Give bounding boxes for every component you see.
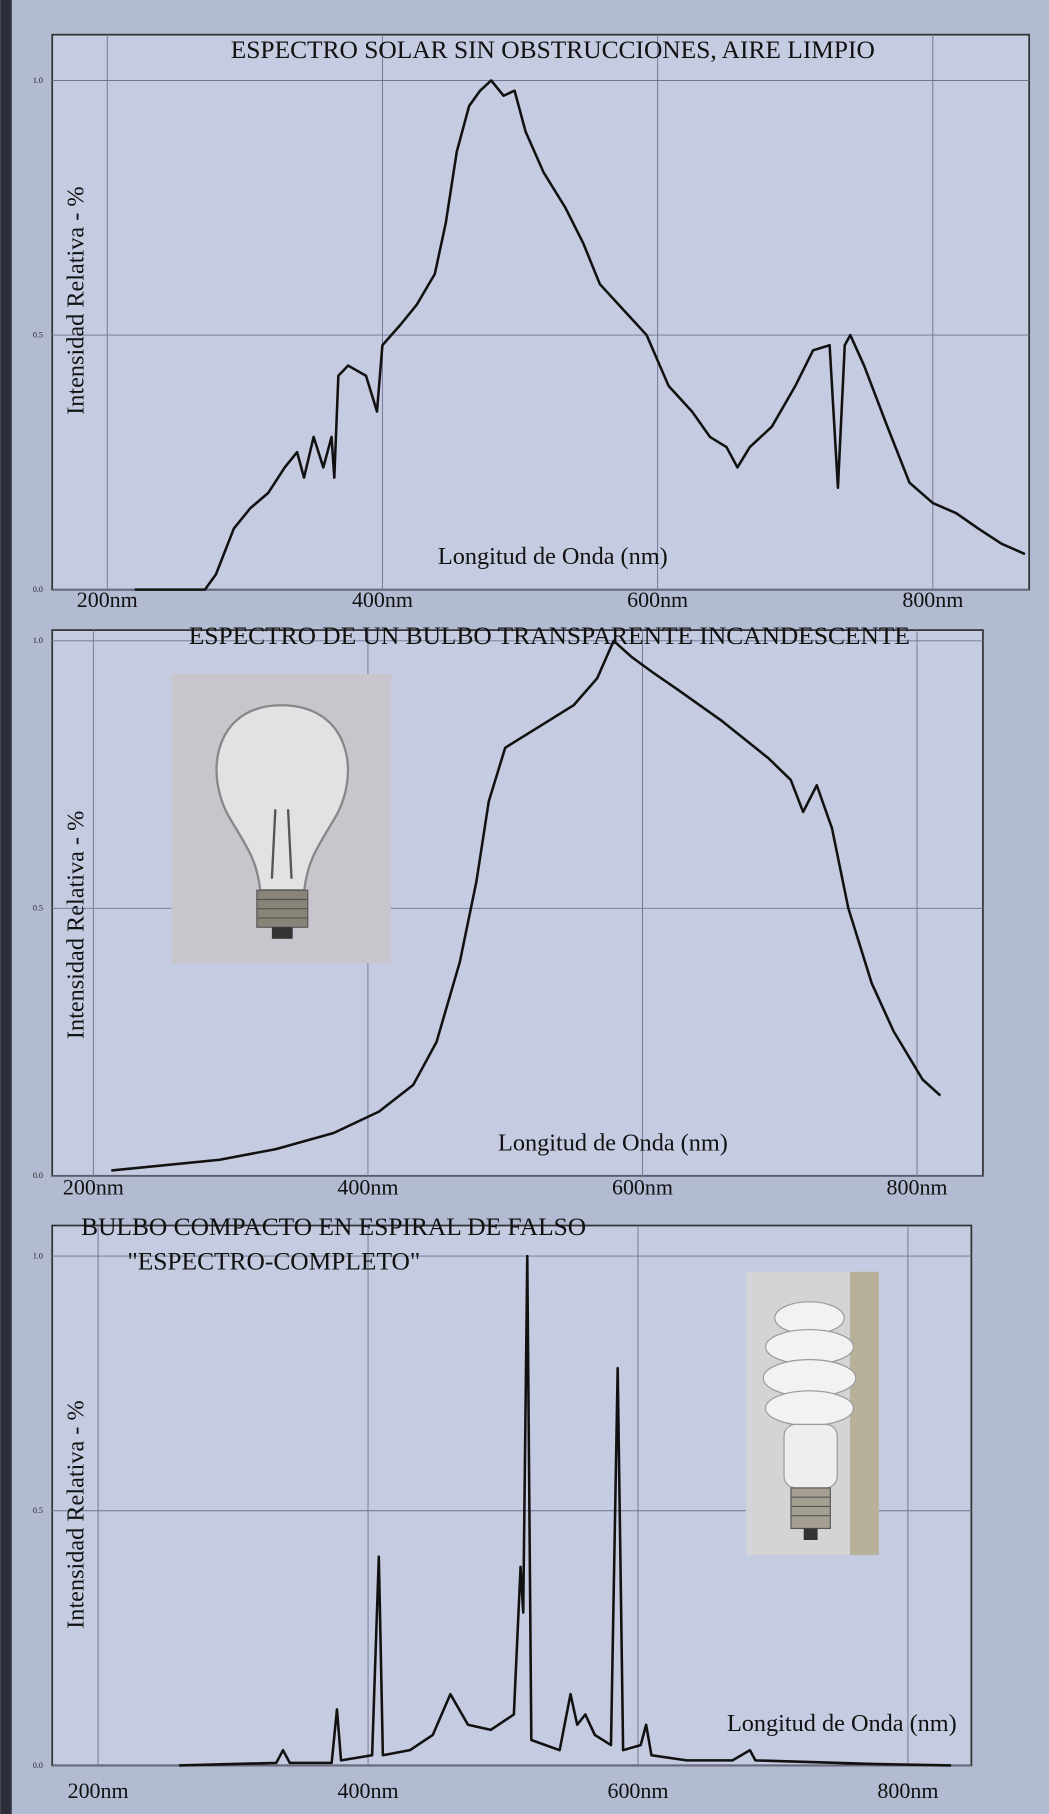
y-axis-label: Intensidad Relativa - %: [62, 186, 89, 414]
chart-title: "ESPECTRO-COMPLETO": [127, 1246, 420, 1275]
plot-area: [52, 35, 1029, 590]
x-tick-label: 400nm: [352, 587, 413, 612]
x-axis-label: Longitud de Onda (nm): [498, 1129, 728, 1156]
page: 0.0 0.5 1.0 200nm 400nm 600nm 800nm ESPECTRO SO…: [0, 0, 1049, 1814]
x-axis-label: Longitud de Onda (nm): [727, 1710, 957, 1737]
y-tick-label: 0.0: [33, 585, 43, 594]
bulb-photo: [171, 674, 391, 963]
y-axis-label: Intensidad Relativa - %: [62, 811, 89, 1039]
chart-title: BULBO COMPACTO EN ESPIRAL DE FALSO: [81, 1212, 586, 1241]
cfl-photo: [746, 1272, 879, 1555]
x-tick-label: 400nm: [337, 1174, 398, 1199]
y-tick-label: 0.5: [33, 1506, 43, 1515]
x-tick-label: 800nm: [902, 587, 963, 612]
y-tick-label: 1.0: [33, 636, 43, 645]
x-tick-label: 200nm: [68, 1778, 129, 1803]
x-tick-label: 600nm: [627, 587, 688, 612]
y-tick-label: 1.0: [33, 1251, 43, 1260]
x-tick-label: 400nm: [338, 1778, 399, 1803]
x-tick-label: 200nm: [77, 587, 138, 612]
chart-title: ESPECTRO SOLAR SIN OBSTRUCCIONES, AIRE L…: [231, 35, 875, 64]
y-tick-label: 0.5: [33, 904, 43, 913]
x-tick-label: 600nm: [612, 1174, 673, 1199]
y-tick-label: 0.0: [33, 1171, 43, 1180]
chart-title: ESPECTRO DE UN BULBO TRANSPARENTE INCAND…: [189, 621, 910, 650]
x-tick-label: 200nm: [63, 1174, 124, 1199]
y-axis-label: Intensidad Relativa - %: [62, 1400, 89, 1628]
page-edge: [0, 0, 12, 1814]
x-tick-label: 800nm: [877, 1778, 938, 1803]
x-axis-label: Longitud de Onda (nm): [438, 543, 668, 570]
y-tick-label: 0.5: [33, 330, 43, 339]
x-tick-label: 600nm: [607, 1778, 668, 1803]
y-tick-label: 1.0: [33, 76, 43, 85]
y-tick-label: 0.0: [33, 1761, 43, 1770]
x-tick-label: 800nm: [887, 1174, 948, 1199]
